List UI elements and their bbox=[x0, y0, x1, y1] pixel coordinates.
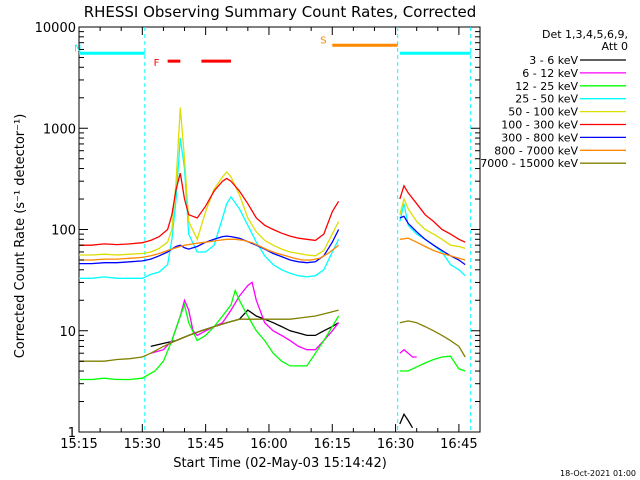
axes-group: 15:15 15:30 15:45 16:00 16:15 16:30 16:45 1 10 10… bbox=[35, 21, 481, 452]
legend-entry: 3 - 6 keV bbox=[529, 54, 578, 67]
series-line bbox=[399, 184, 466, 243]
series-line bbox=[399, 355, 466, 372]
footer-timestamp: 18-Oct-2021 01:00 bbox=[560, 469, 636, 478]
series-line bbox=[399, 320, 466, 358]
x-axis-label: Start Time (02-May-03 15:14:42) bbox=[173, 456, 387, 471]
legend-header: Det 1,3,4,5,6,9, bbox=[542, 28, 628, 41]
y-tick-label: 1 bbox=[68, 426, 76, 441]
y-tick-label: 100 bbox=[51, 224, 76, 239]
x-tick-label: 15:30 bbox=[124, 437, 161, 452]
legend-entry: 300 - 800 keV bbox=[501, 131, 578, 144]
x-tick-label: 15:15 bbox=[60, 437, 97, 452]
series-line bbox=[399, 197, 466, 250]
flag-label: N bbox=[74, 43, 81, 54]
series-line bbox=[399, 348, 417, 358]
series-line bbox=[150, 309, 339, 348]
series-line bbox=[399, 412, 414, 429]
legend-entry: 50 - 100 keV bbox=[508, 106, 578, 119]
series-line bbox=[79, 238, 340, 261]
series-line bbox=[79, 138, 340, 279]
legend-entry: 7000 - 15000 keV bbox=[480, 157, 578, 170]
legend-entry: 6 - 12 keV bbox=[522, 67, 578, 80]
x-tick-label: 16:00 bbox=[250, 437, 287, 452]
chart-title: RHESSI Observing Summary Count Rates, Co… bbox=[84, 3, 477, 21]
y-axis-label: Corrected Count Rate (s⁻¹ detector⁻¹) bbox=[13, 114, 28, 359]
plot-frame-group bbox=[78, 26, 481, 433]
series-line bbox=[79, 107, 340, 257]
y-tick-label: 1000 bbox=[43, 122, 76, 137]
x-tick-label: 16:30 bbox=[377, 437, 414, 452]
legend-entry: 100 - 300 keV bbox=[501, 119, 578, 132]
series-line bbox=[150, 281, 340, 354]
x-tick-label: 16:15 bbox=[314, 437, 351, 452]
legend-header: Att 0 bbox=[602, 40, 628, 53]
flag-label: F bbox=[154, 58, 160, 69]
flag-label: S bbox=[320, 35, 326, 46]
series-line bbox=[79, 229, 340, 265]
x-tick-label: 16:45 bbox=[440, 437, 477, 452]
flag-bars-group: N F S bbox=[74, 35, 471, 69]
y-tick-label: 10 bbox=[59, 325, 76, 340]
legend-entry: 12 - 25 keV bbox=[515, 80, 578, 93]
plot-frame bbox=[78, 26, 481, 433]
series-line bbox=[79, 288, 340, 381]
legend-entry: 25 - 50 keV bbox=[515, 93, 578, 106]
series-line bbox=[399, 203, 466, 277]
series-line bbox=[79, 309, 339, 362]
series-group bbox=[79, 107, 466, 429]
x-tick-label: 15:45 bbox=[187, 437, 224, 452]
series-line bbox=[399, 237, 466, 261]
y-tick-label: 10000 bbox=[35, 21, 76, 36]
series-line bbox=[79, 173, 340, 246]
legend-entry: 800 - 7000 keV bbox=[494, 144, 578, 157]
series-line bbox=[399, 215, 466, 266]
